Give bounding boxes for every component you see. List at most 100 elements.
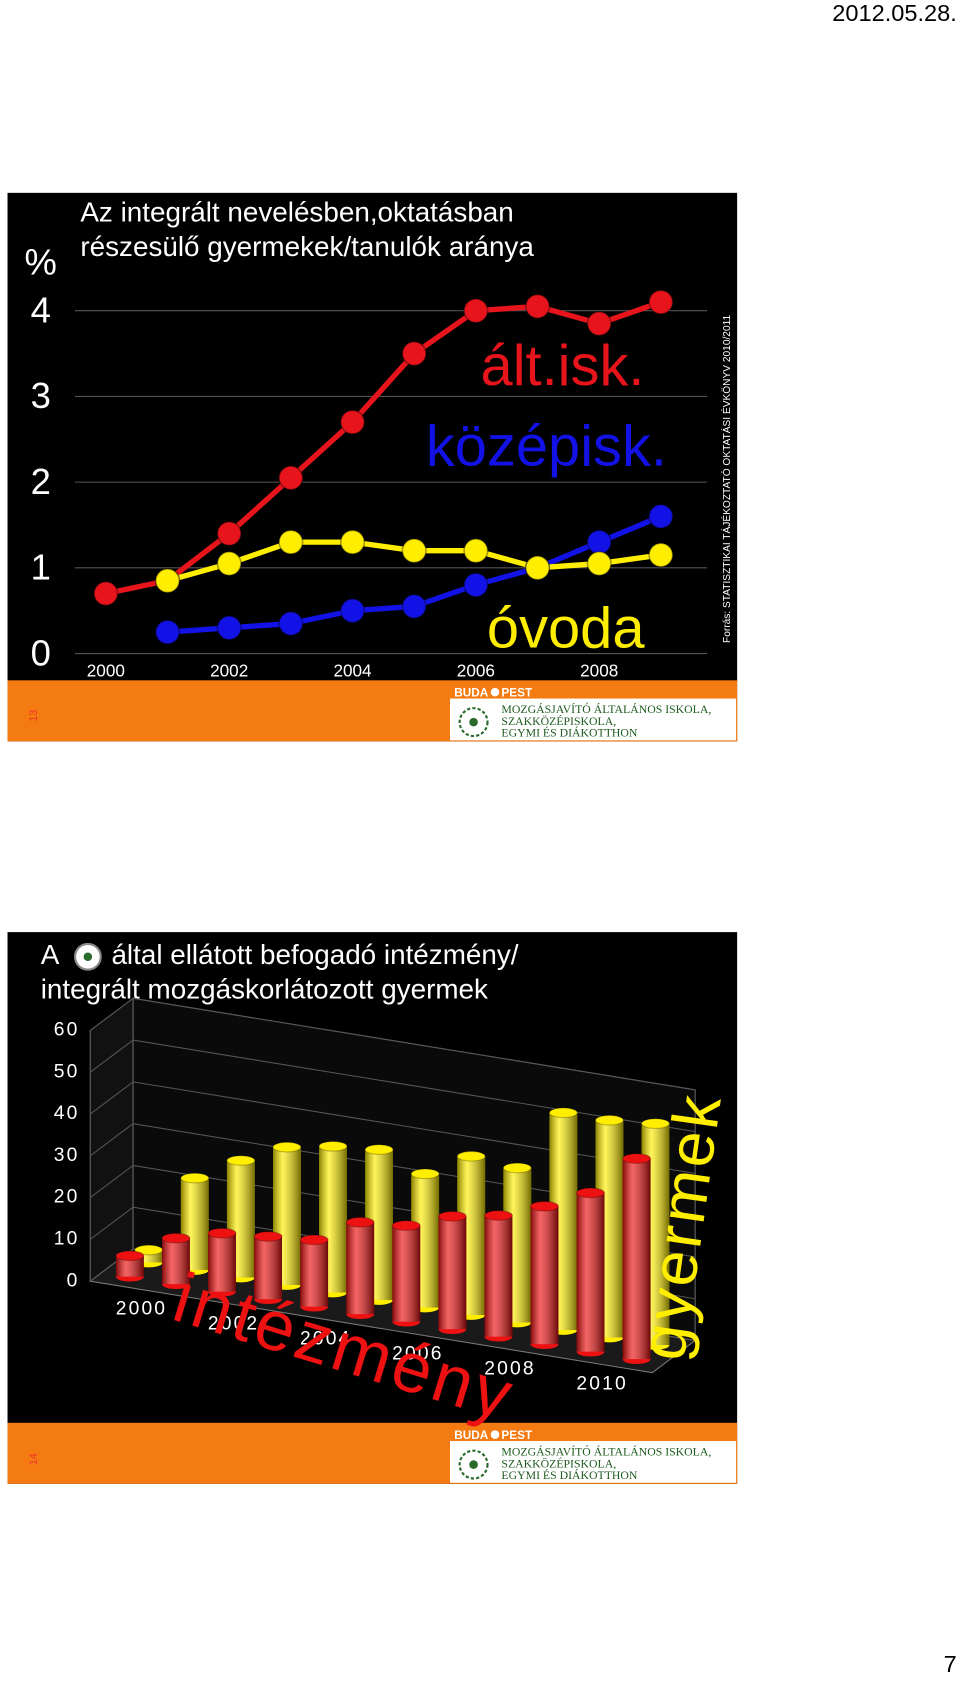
slide-background (7, 192, 738, 742)
data-point (339, 529, 366, 555)
logo-panel (450, 698, 737, 741)
logo-text: SZAKKÖZÉPISKOLA, (501, 714, 616, 728)
bar-top (207, 1227, 237, 1239)
data-point (93, 580, 119, 607)
data-point (648, 542, 674, 568)
bar-shade (162, 1238, 190, 1285)
y-tick-label: 4 (31, 289, 51, 330)
bar-top (391, 1220, 421, 1231)
y-axis-label: % (25, 241, 57, 282)
logo-city: BUDA (454, 686, 488, 699)
series-label: középisk. (426, 414, 667, 478)
x-tick-label: 2004 (300, 1328, 351, 1349)
data-point (586, 529, 612, 555)
logo-panel (450, 1441, 737, 1483)
data-point (401, 340, 427, 367)
bar-top (576, 1187, 606, 1199)
bar-top (548, 1107, 578, 1119)
y-tick-label: 40 (54, 1103, 80, 1124)
bar-top (530, 1200, 559, 1212)
bar-top (502, 1162, 532, 1174)
chart-title: A (41, 939, 60, 970)
logo-city: PEST (501, 686, 533, 699)
x-tick-label: 2004 (333, 660, 372, 680)
logo-text: MOZGÁSJAVÍTÓ ÁLTALÁNOS ISKOLA, (501, 702, 711, 716)
x-tick-label: 2002 (210, 660, 248, 680)
logo-text: EGYMI ÉS DIÁKOTTHON (501, 726, 637, 740)
bar-shade (484, 1215, 513, 1337)
bar-top (437, 1210, 467, 1222)
x-tick-label: 2000 (87, 660, 125, 680)
bar-shade (392, 1225, 421, 1322)
bar-shade (346, 1222, 375, 1315)
bar-top (345, 1216, 375, 1228)
bar-shade (576, 1192, 605, 1352)
logo-city: BUDA (454, 1429, 488, 1442)
y-tick-label: 60 (54, 1020, 80, 1041)
bar-top (641, 1118, 670, 1129)
bar-shade (530, 1206, 559, 1345)
y-tick-label: 3 (31, 375, 51, 416)
y-tick-label: 2 (31, 461, 51, 502)
series-label: óvoda (487, 596, 645, 660)
y-tick-label: 0 (67, 1270, 80, 1291)
y-tick-label: 20 (54, 1187, 80, 1208)
y-tick-label: 1 (31, 547, 51, 588)
date: 2012.05.28. (832, 0, 956, 26)
bar-top (364, 1144, 394, 1155)
series-line (105, 299, 662, 597)
data-point (586, 550, 612, 577)
bar-top (456, 1150, 486, 1162)
bar-top (299, 1234, 329, 1246)
x-tick-label: 2002 (208, 1313, 259, 1334)
chart-title: Az integrált nevelésben,oktatásban (80, 197, 513, 228)
bar-top (180, 1172, 210, 1184)
data-point (463, 298, 489, 324)
bar-top (622, 1153, 652, 1164)
data-point (154, 619, 181, 645)
chart: 0102030405060200020022004200620082010gye… (54, 997, 735, 1436)
data-point (586, 310, 612, 337)
logo-icon (458, 707, 489, 738)
bar-top (410, 1168, 440, 1180)
logo-text: MOZGÁSJAVÍTÓ ÁLTALÁNOS ISKOLA, (501, 1444, 711, 1458)
y-tick-label: 0 (31, 632, 51, 673)
chart-title: által ellátott befogadó intézmény/ (111, 939, 518, 970)
source-note: Forrás: STATISZTIKAI TÁJÉKOZTATÓ OKTATÁS… (720, 315, 733, 643)
data-point (154, 568, 181, 594)
logo-crest (490, 1430, 500, 1439)
chart-title: részesülő gyermekek/tanulók aránya (80, 231, 534, 262)
logo-icon (469, 1460, 478, 1469)
bar-shade (208, 1233, 236, 1292)
data-point (401, 538, 427, 564)
bar-top (161, 1232, 191, 1244)
bar-top (483, 1210, 513, 1221)
logo-text: SZAKKÖZÉPISKOLA, (501, 1456, 616, 1470)
data-point (216, 550, 242, 577)
data-point (524, 293, 551, 320)
data-point (339, 409, 366, 435)
data-point (463, 538, 489, 564)
logo: BUDA PEST MOZGÁSJAVÍTÓ ÁLTALÁNOS ISKOLA,… (454, 1429, 711, 1482)
data-point (339, 598, 366, 624)
grid-line (89, 1039, 696, 1133)
bar-shade (115, 1255, 144, 1277)
data-point (648, 289, 674, 315)
y-tick-label: 50 (54, 1061, 80, 1082)
data-point (216, 520, 242, 547)
logo-crest (490, 687, 500, 697)
data-point (524, 555, 551, 581)
bar-top (115, 1250, 145, 1262)
x-tick-label: 2006 (457, 660, 495, 680)
logo: BUDA PEST MOZGÁSJAVÍTÓ ÁLTALÁNOS ISKOLA,… (454, 686, 711, 739)
data-point (278, 529, 304, 555)
data-point (648, 503, 674, 529)
x-tick-label: 2010 (576, 1373, 627, 1394)
bar-top (594, 1114, 624, 1126)
bar-top (318, 1140, 348, 1152)
bar-shade (254, 1236, 283, 1300)
data-point (278, 465, 304, 491)
x-tick-label: 2008 (484, 1358, 535, 1379)
chart-title: integrált mozgáskorlátozott gyermek (41, 973, 488, 1004)
logo-city: PEST (501, 1429, 533, 1442)
